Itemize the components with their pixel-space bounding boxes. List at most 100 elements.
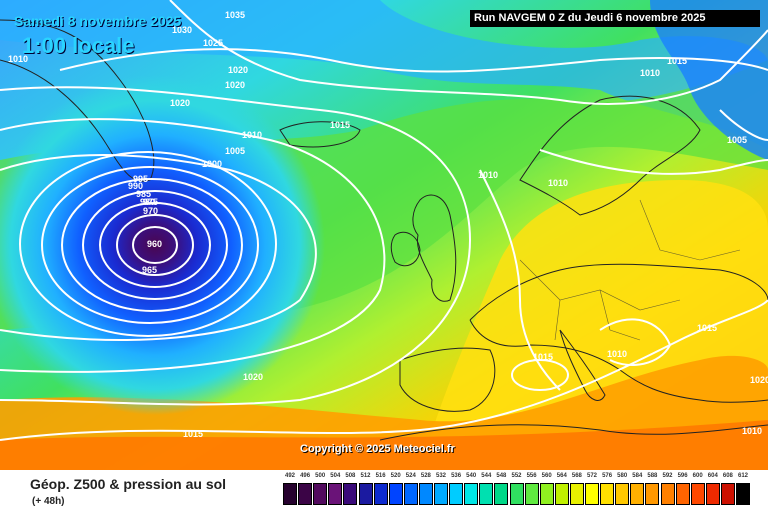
legend-label: 556 <box>526 473 537 479</box>
low-pressure <box>0 75 325 415</box>
legend-label: 600 <box>692 473 703 479</box>
legend-label: 592 <box>662 473 673 479</box>
isobar-label: 1010 <box>8 54 28 64</box>
legend-swatch <box>569 483 584 505</box>
legend-swatch <box>298 483 313 505</box>
forecast-time: 1:00 locale <box>22 33 135 58</box>
legend-swatch <box>494 483 509 505</box>
isobar-label: 1010 <box>607 349 627 359</box>
legend-swatch <box>464 483 479 505</box>
legend-label: 612 <box>737 473 748 479</box>
isobar-label: 985 <box>136 189 151 199</box>
legend-label: 552 <box>511 473 522 479</box>
isobar-label: 1010 <box>742 426 762 436</box>
isobar-label: 1015 <box>330 120 350 130</box>
legend-label: 508 <box>345 473 356 479</box>
italy-coast <box>559 329 606 401</box>
legend-swatch <box>449 483 464 505</box>
copyright: Copyright © 2025 Meteociel.fr <box>300 443 455 455</box>
isobar-label: 1025 <box>203 38 223 48</box>
legend-label: 560 <box>541 473 552 479</box>
legend-label: 536 <box>451 473 462 479</box>
isobar-label: 1020 <box>225 80 245 90</box>
legend-label: 516 <box>375 473 386 479</box>
isobar-label: 1010 <box>478 170 498 180</box>
legend-swatch <box>283 483 297 505</box>
scandinavia-coast <box>519 95 701 216</box>
upper-blue-band <box>0 0 768 150</box>
legend-label: 528 <box>420 473 431 479</box>
isobar-label: 1005 <box>225 146 245 156</box>
legend-label: 500 <box>315 473 326 479</box>
isobar-label: 1005 <box>727 135 747 145</box>
iberia-coast <box>399 347 496 412</box>
legend-label: 540 <box>466 473 477 479</box>
legend-label: 548 <box>496 473 507 479</box>
iceland-coast <box>279 121 361 148</box>
legend-swatch <box>736 483 750 505</box>
isobar-label: 965 <box>142 265 157 275</box>
isobar-label: 1015 <box>697 323 717 333</box>
isobar-label: 1020 <box>750 375 768 385</box>
isobar-label: 995 <box>133 174 148 184</box>
isobar-label: 1015 <box>533 352 553 362</box>
uk-coast <box>412 194 457 302</box>
legend-swatch <box>705 483 720 505</box>
legend-swatch <box>690 483 705 505</box>
isobars <box>0 0 768 440</box>
legend-swatch <box>615 483 630 505</box>
forecast-date: Samedi 8 novembre 2025 <box>14 13 182 29</box>
northeast-blue <box>650 0 768 160</box>
isobar-label: 1030 <box>172 25 192 35</box>
isobar-label: 1020 <box>170 98 190 108</box>
legend-swatch <box>554 483 569 505</box>
legend-swatch <box>524 483 539 505</box>
map-title: Géop. Z500 & pression au sol <box>30 476 227 492</box>
deep-orange <box>0 420 768 470</box>
country-borders <box>519 199 741 341</box>
legend-label: 504 <box>330 473 341 479</box>
isobar-label: 1020 <box>243 372 263 382</box>
legend-swatch <box>675 483 690 505</box>
legend-label: 608 <box>722 473 733 479</box>
legend-label: 588 <box>647 473 658 479</box>
legend-label: 496 <box>300 473 311 479</box>
legend-swatch <box>403 483 418 505</box>
legend-swatch <box>660 483 675 505</box>
legend-swatch <box>720 483 735 505</box>
isobar-label: 1015 <box>667 56 687 66</box>
legend-label: 492 <box>284 473 295 479</box>
run-info: Run NAVGEM 0 Z du Jeudi 6 novembre 2025 <box>470 10 760 27</box>
legend-swatch <box>328 483 343 505</box>
isobar-labels: 1035 1030 1025 1010 1020 1020 1020 1010 … <box>8 10 768 439</box>
legend-swatch <box>373 483 388 505</box>
isobar-label: 1010 <box>548 178 568 188</box>
legend-swatch <box>585 483 599 505</box>
legend-label: 524 <box>405 473 416 479</box>
legend-swatch <box>343 483 358 505</box>
legend-swatch <box>630 483 645 505</box>
isobar-label: 1010 <box>640 68 660 78</box>
legend-label: 604 <box>707 473 718 479</box>
legend-swatch <box>509 483 524 505</box>
legend-swatch <box>600 483 615 505</box>
isobar-label: 975 <box>143 197 158 207</box>
legend-swatch <box>418 483 433 505</box>
legend-label: 532 <box>435 473 446 479</box>
isobar-label: 990 <box>128 181 143 191</box>
isobar-label: 960 <box>147 239 162 249</box>
legend-swatch <box>645 483 660 505</box>
isobar-label: 1035 <box>225 10 245 20</box>
legend-swatch <box>388 483 403 505</box>
legend-swatch <box>434 483 448 505</box>
legend-swatch <box>358 483 373 505</box>
isobar-label: 1010 <box>242 130 262 140</box>
legend-label: 576 <box>602 473 613 479</box>
isobar-label: 1020 <box>228 65 248 75</box>
isobar-label: 970 <box>143 206 158 216</box>
ireland-coast <box>390 231 421 267</box>
isobar-label: 1015 <box>183 429 203 439</box>
legend-label: 572 <box>586 473 597 479</box>
africa-coast <box>379 424 768 441</box>
greenland-coast <box>0 19 155 182</box>
